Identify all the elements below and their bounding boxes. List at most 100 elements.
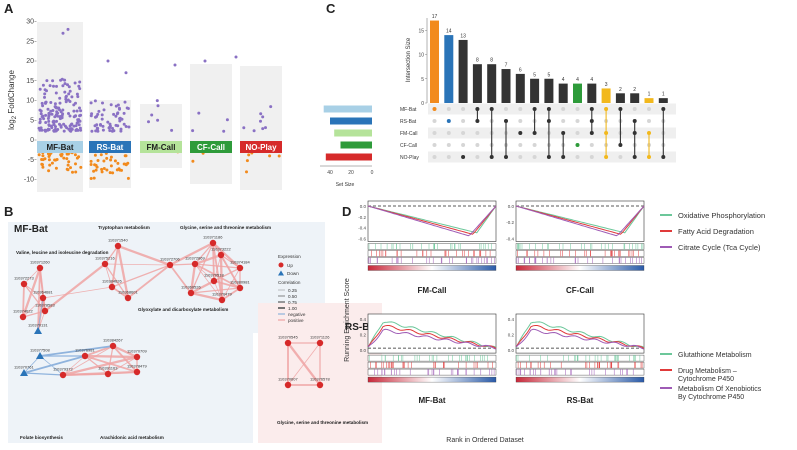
mf-bat-network-bg-2 [8, 333, 253, 443]
up-gene-node [101, 260, 109, 268]
up-point [197, 111, 201, 115]
up-point [46, 128, 50, 132]
group-label-box-3 [190, 141, 232, 153]
up-point [70, 95, 74, 99]
legend-expression-title: Expression [278, 254, 301, 259]
down-point [60, 152, 64, 156]
up-point [43, 128, 47, 132]
up-point [67, 92, 71, 96]
up-point [125, 106, 129, 110]
gsea-y-tick: -0.2 [358, 215, 366, 220]
down-point [74, 162, 77, 166]
running-es-label: Running Enrichment Score [344, 278, 351, 362]
legend-corr-050: 0.50 [288, 294, 297, 299]
up-gene-node [191, 260, 199, 268]
panel-c: C 0 5 10 15 17 14 13 8 8 7 6 5 5 4 4 4 3 2 2 1 1 MF-Bat RS-Ba… [320, 1, 676, 188]
up-point [101, 101, 104, 105]
positive-edge [212, 242, 241, 269]
positive-edge [287, 342, 321, 386]
up-gene-node [284, 339, 292, 347]
up-point [112, 129, 116, 133]
up-point [122, 122, 126, 126]
up-point [101, 128, 105, 132]
up-point [106, 120, 110, 124]
down-point [37, 153, 41, 157]
panel-a-letter: A [4, 1, 14, 16]
down-point [89, 159, 93, 163]
matrix-dot-inactive [575, 131, 580, 135]
intersection-bar [530, 78, 540, 103]
positive-edge [37, 267, 41, 332]
legend-down-marker [278, 270, 284, 276]
matrix-dot-inactive [475, 131, 480, 135]
up-point [72, 109, 76, 113]
up-point [44, 100, 48, 104]
up-point [40, 128, 44, 132]
panel-d: D Running Enrichment Score Rank in Order… [342, 200, 765, 444]
enrichment-curve [515, 325, 645, 349]
up-point [99, 123, 102, 127]
up-point [62, 129, 66, 133]
up-point [45, 79, 49, 83]
set-size-tick: 20 [348, 170, 354, 176]
intersection-bar [458, 39, 468, 103]
up-gene-node [104, 370, 112, 378]
pathway-label-valine: Valine, leucine and isoleucine degradati… [16, 250, 109, 255]
positive-edge [190, 279, 215, 295]
down-point [89, 163, 93, 166]
matrix-dot-inactive [518, 143, 523, 147]
legend-down-label: Down [287, 271, 299, 276]
gene-node-label: 110384267 [103, 338, 124, 343]
positive-edge [107, 371, 138, 375]
up-point [74, 124, 78, 128]
positive-edge [104, 245, 119, 265]
positive-edge [190, 287, 241, 294]
down-point [111, 171, 115, 175]
up-point [48, 84, 52, 88]
down-point [94, 163, 98, 167]
down-point [105, 156, 109, 160]
matrix-dot-active [432, 107, 437, 111]
up-point [39, 109, 43, 113]
down-point [268, 154, 272, 158]
up-point [127, 125, 131, 129]
up-point [75, 128, 79, 131]
legend-label-line: By Cytochrome P450 [678, 394, 744, 401]
gsea-curve-frame [515, 313, 645, 354]
legend-label: Oxidative Phosphorylation [678, 211, 765, 220]
matrix-dot-inactive [461, 107, 466, 111]
intersection-bar [472, 64, 482, 103]
up-point [93, 124, 97, 128]
gene-node-label: 110371540 [108, 238, 129, 243]
up-point [68, 114, 72, 118]
matrix-dot-inactive [561, 119, 566, 123]
up-point [55, 119, 58, 123]
positive-edge [213, 254, 222, 282]
gene-node-label: 110376981 [75, 348, 96, 353]
up-point [76, 118, 80, 122]
up-point [78, 87, 82, 91]
gsea-curve-frame [367, 313, 497, 354]
positive-edge [42, 286, 113, 299]
gsea-y-tick: -0.4 [506, 236, 514, 241]
intersection-tick: 0 [421, 101, 424, 107]
gene-node-label: 110391163 [98, 366, 118, 371]
intersection-bar-label: 17 [432, 14, 438, 20]
positive-edge [107, 345, 114, 375]
up-point [123, 100, 127, 104]
up-point [73, 114, 77, 118]
down-point [69, 166, 72, 170]
matrix-dot-inactive [575, 107, 580, 111]
up-point [58, 117, 62, 121]
up-point [114, 123, 118, 127]
enrichment-curve [367, 325, 497, 349]
gene-node-label: 110368601 [118, 290, 139, 295]
panel-b: B MF-Bat RS-Bat 110371260 110372273 110364… [4, 204, 382, 443]
y-tick-label: 0 [30, 137, 34, 144]
outlier-point [66, 27, 70, 31]
up-point [261, 115, 265, 119]
up-point [46, 107, 50, 111]
down-point [66, 152, 70, 156]
down-point [245, 170, 248, 174]
up-point [67, 85, 71, 89]
